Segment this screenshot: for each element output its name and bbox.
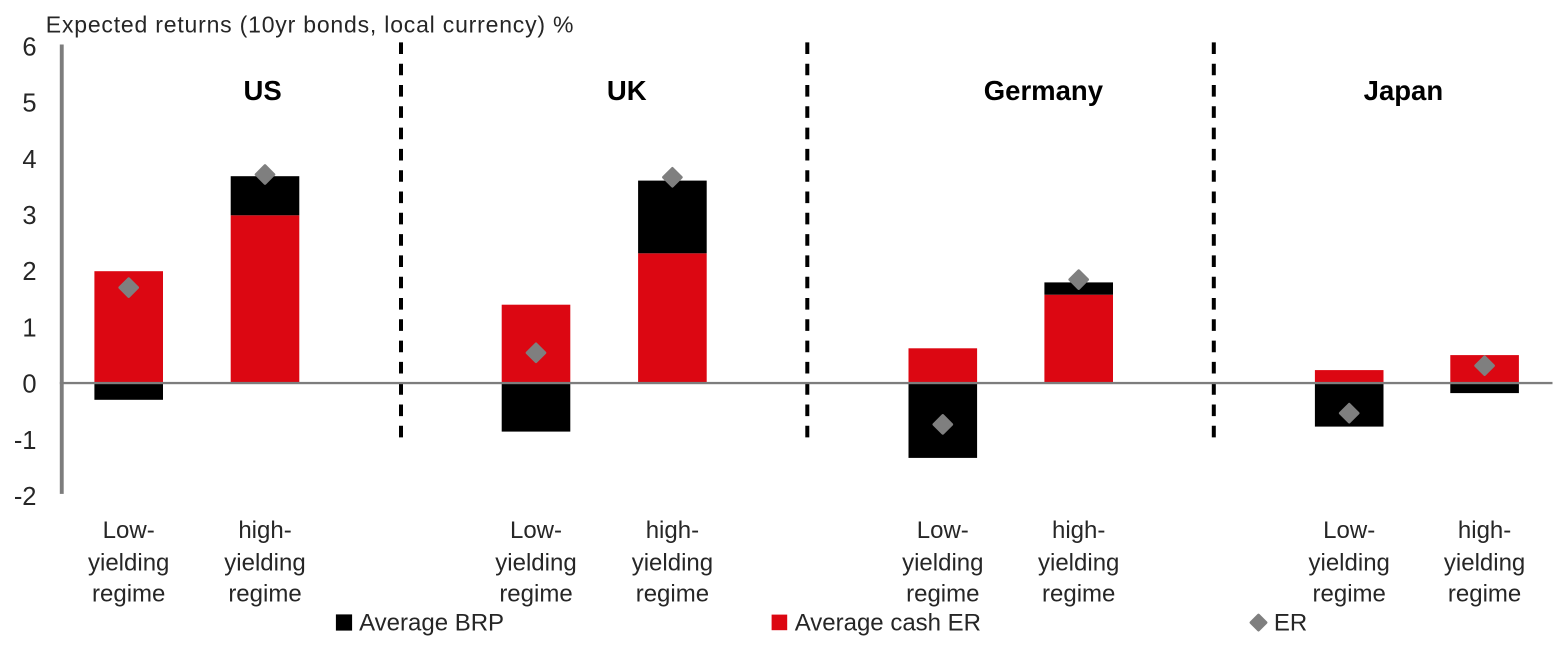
svg-text:Germany: Germany [984,75,1104,106]
svg-text:4: 4 [22,146,36,174]
svg-text:5: 5 [22,90,36,118]
svg-text:6: 6 [22,33,36,61]
svg-text:Expected returns (10yr bonds,: Expected returns (10yr bonds, local curr… [46,12,574,38]
svg-text:regime: regime [906,581,979,608]
svg-text:yielding: yielding [1309,550,1390,577]
svg-text:regime: regime [92,581,165,608]
svg-text:yielding: yielding [902,550,983,577]
svg-text:regime: regime [1448,581,1521,608]
svg-text:Low-: Low- [1323,517,1375,544]
svg-text:Low-: Low- [917,517,969,544]
svg-text:yielding: yielding [88,550,169,577]
svg-text:yielding: yielding [1038,550,1119,577]
svg-text:Low-: Low- [510,517,562,544]
svg-text:yielding: yielding [224,550,305,577]
svg-text:high-: high- [238,517,291,544]
svg-text:regime: regime [1042,581,1115,608]
svg-text:yielding: yielding [495,550,576,577]
svg-text:regime: regime [499,581,572,608]
svg-text:yielding: yielding [1444,550,1525,577]
svg-text:0: 0 [22,371,36,399]
svg-text:regime: regime [1313,581,1386,608]
svg-text:3: 3 [22,202,36,230]
svg-text:-2: -2 [14,483,37,511]
svg-text:ER: ER [1274,610,1307,637]
svg-text:Average cash ER: Average cash ER [795,610,981,637]
svg-text:regime: regime [636,581,709,608]
svg-text:Average BRP: Average BRP [359,610,504,637]
svg-text:yielding: yielding [632,550,713,577]
svg-text:Japan: Japan [1364,75,1443,106]
svg-text:1: 1 [22,315,36,343]
svg-text:high-: high- [1052,517,1105,544]
svg-text:US: US [243,75,281,106]
svg-text:Low-: Low- [103,517,155,544]
svg-text:regime: regime [228,581,301,608]
svg-text:UK: UK [607,75,647,106]
svg-text:-1: -1 [14,427,37,455]
svg-text:high-: high- [1458,517,1511,544]
svg-text:2: 2 [22,258,36,286]
svg-text:high-: high- [646,517,699,544]
